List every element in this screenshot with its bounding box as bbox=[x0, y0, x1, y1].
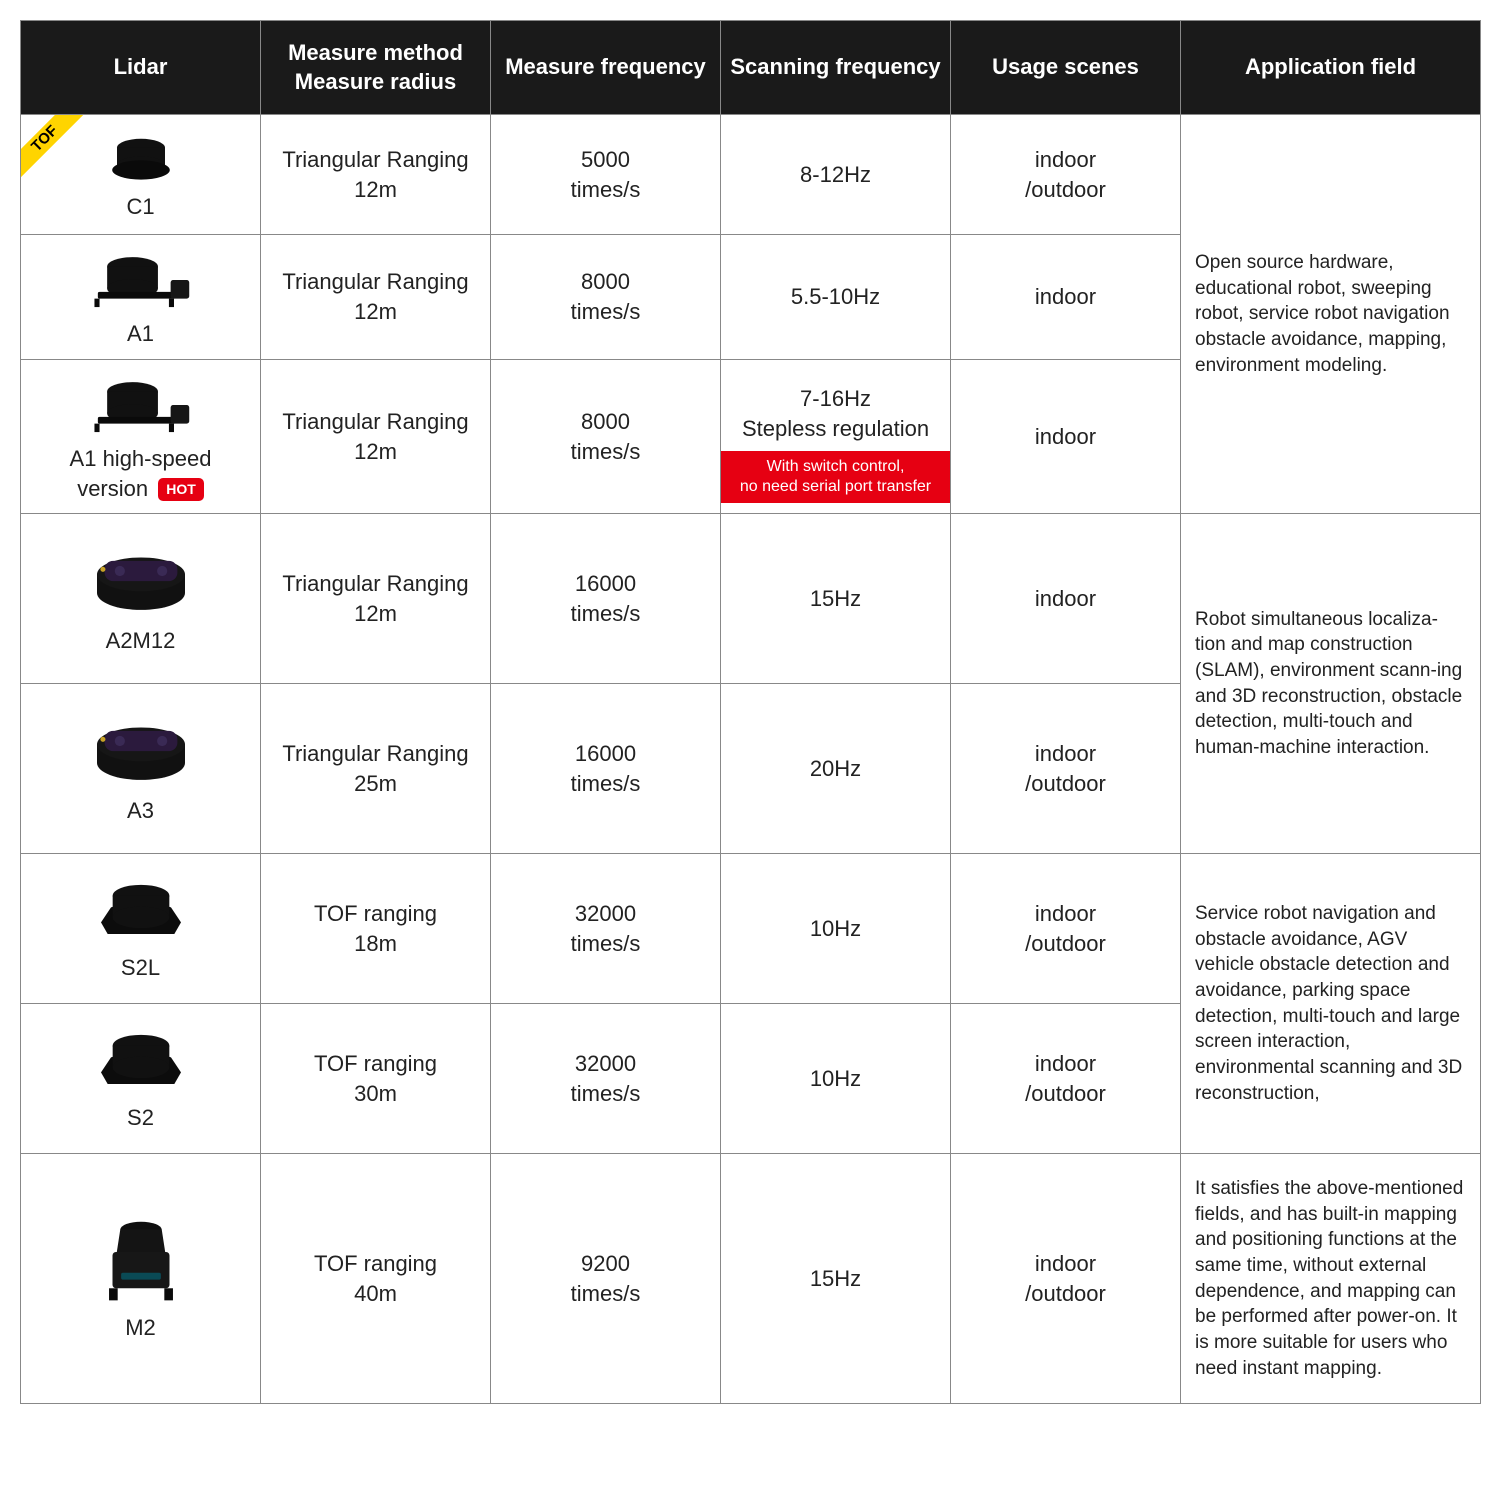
application-field: It satisfies the above-mentioned fields,… bbox=[1181, 1154, 1481, 1404]
lidar-cell: A3 bbox=[21, 684, 261, 854]
scanning-frequency: 15Hz bbox=[721, 514, 951, 684]
lidar-icon bbox=[91, 1024, 191, 1099]
table-row: A2M12 Triangular Ranging12m16000times/s15… bbox=[21, 514, 1481, 684]
measure-method: TOF ranging40m bbox=[261, 1154, 491, 1404]
lidar-icon bbox=[86, 712, 196, 792]
col-header: Measure methodMeasure radius bbox=[261, 21, 491, 115]
usage-scenes: indoor/outdoor bbox=[951, 1004, 1181, 1154]
measure-frequency: 16000times/s bbox=[491, 514, 721, 684]
col-header: Measure frequency bbox=[491, 21, 721, 115]
usage-scenes: indoor bbox=[951, 235, 1181, 360]
measure-method: TOF ranging30m bbox=[261, 1004, 491, 1154]
application-field: Robot simultaneous localiza­-tion and ma… bbox=[1181, 514, 1481, 854]
lidar-cell: TOF C1 bbox=[21, 115, 261, 235]
measure-method: Triangular Ranging12m bbox=[261, 359, 491, 513]
lidar-cell: S2 bbox=[21, 1004, 261, 1154]
col-header: Usage scenes bbox=[951, 21, 1181, 115]
usage-scenes: indoor/outdoor bbox=[951, 854, 1181, 1004]
lidar-icon bbox=[101, 128, 181, 188]
usage-scenes: indoor/outdoor bbox=[951, 1154, 1181, 1404]
usage-scenes: indoor bbox=[951, 359, 1181, 513]
measure-method: Triangular Ranging12m bbox=[261, 514, 491, 684]
lidar-icon bbox=[91, 874, 191, 949]
measure-frequency: 16000times/s bbox=[491, 684, 721, 854]
measure-frequency: 9200times/s bbox=[491, 1154, 721, 1404]
measure-frequency: 8000times/s bbox=[491, 235, 721, 360]
scanning-frequency: 10Hz bbox=[721, 1004, 951, 1154]
lidar-cell: A2M12 bbox=[21, 514, 261, 684]
col-header: Lidar bbox=[21, 21, 261, 115]
lidar-name: A2M12 bbox=[106, 626, 176, 656]
measure-frequency: 32000times/s bbox=[491, 1004, 721, 1154]
usage-scenes: indoor/outdoor bbox=[951, 115, 1181, 235]
lidar-icon bbox=[101, 1214, 181, 1309]
table-row: M2 TOF ranging40m9200times/s15Hzindoor/ou… bbox=[21, 1154, 1481, 1404]
measure-method: Triangular Ranging12m bbox=[261, 115, 491, 235]
scan-note: With switch control,no need serial port … bbox=[721, 451, 950, 503]
usage-scenes: indoor/outdoor bbox=[951, 684, 1181, 854]
application-field: Open source hardware, educational robot,… bbox=[1181, 115, 1481, 514]
measure-method: TOF ranging18m bbox=[261, 854, 491, 1004]
measure-method: Triangular Ranging25m bbox=[261, 684, 491, 854]
lidar-icon bbox=[86, 542, 196, 622]
scanning-frequency: 8-12Hz bbox=[721, 115, 951, 235]
scanning-frequency: 15Hz bbox=[721, 1154, 951, 1404]
lidar-cell: M2 bbox=[21, 1154, 261, 1404]
application-field: Service robot navigation and obstacle av… bbox=[1181, 854, 1481, 1154]
lidar-cell: A1 high-speedversion HOT bbox=[21, 359, 261, 513]
lidar-icon bbox=[86, 370, 196, 440]
lidar-name: S2L bbox=[121, 953, 160, 983]
scanning-frequency: 20Hz bbox=[721, 684, 951, 854]
lidar-name: C1 bbox=[126, 192, 154, 222]
lidar-name: A1 bbox=[127, 319, 154, 349]
measure-frequency: 8000times/s bbox=[491, 359, 721, 513]
table-row: TOF C1Triangular Ranging12m5000times/s8-… bbox=[21, 115, 1481, 235]
lidar-name: S2 bbox=[127, 1103, 154, 1133]
scanning-frequency: 10Hz bbox=[721, 854, 951, 1004]
scanning-frequency: 7-16HzStepless regulationWith switch con… bbox=[721, 359, 951, 513]
lidar-cell: A1 bbox=[21, 235, 261, 360]
lidar-name: A3 bbox=[127, 796, 154, 826]
col-header: Scanning frequency bbox=[721, 21, 951, 115]
lidar-cell: S2L bbox=[21, 854, 261, 1004]
lidar-name: M2 bbox=[125, 1313, 156, 1343]
measure-frequency: 32000times/s bbox=[491, 854, 721, 1004]
table-row: S2L TOF ranging18m32000times/s10Hzindoor/… bbox=[21, 854, 1481, 1004]
measure-method: Triangular Ranging12m bbox=[261, 235, 491, 360]
measure-frequency: 5000times/s bbox=[491, 115, 721, 235]
lidar-comparison-table: LidarMeasure methodMeasure radiusMeasure… bbox=[20, 20, 1481, 1404]
usage-scenes: indoor bbox=[951, 514, 1181, 684]
lidar-icon bbox=[86, 245, 196, 315]
lidar-name: A1 high-speedversion HOT bbox=[70, 444, 212, 503]
col-header: Application field bbox=[1181, 21, 1481, 115]
scanning-frequency: 5.5-10Hz bbox=[721, 235, 951, 360]
hot-badge: HOT bbox=[158, 478, 204, 501]
